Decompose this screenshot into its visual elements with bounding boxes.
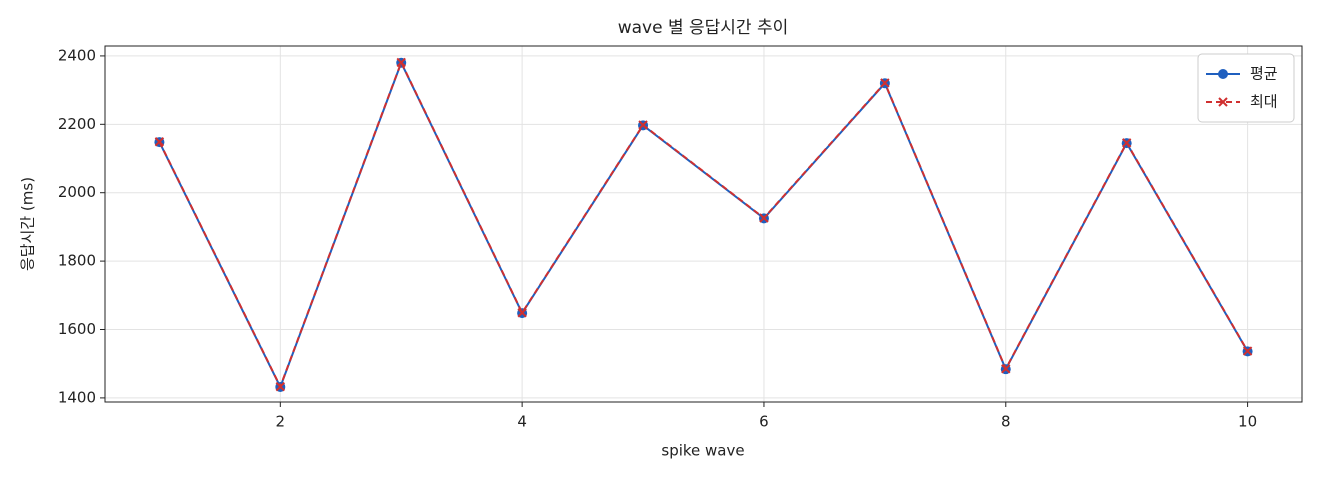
y-axis-label: 응답시간 (ms): [19, 177, 37, 271]
legend-marker: [1218, 69, 1228, 79]
point: [880, 78, 890, 88]
point: [396, 57, 406, 68]
point: [1001, 364, 1011, 374]
y-tick-label: 1600: [58, 320, 96, 338]
x-axis-label: spike wave: [661, 442, 744, 460]
legend-label: 최대: [1250, 93, 1278, 111]
x-tick-label: 6: [759, 413, 769, 431]
series-line: [158, 59, 1249, 390]
y-tick-label: 1800: [58, 252, 96, 270]
point: [759, 213, 769, 223]
legend-marker: [1218, 97, 1228, 107]
point: [1242, 346, 1253, 356]
point: [275, 381, 286, 392]
point: [517, 308, 527, 318]
x-tick-label: 4: [517, 413, 527, 431]
y-tick-label: 2400: [58, 46, 96, 64]
x-tick-label: 8: [1001, 413, 1011, 431]
y-tick-label: 1400: [58, 388, 96, 406]
legend-label: 평균: [1250, 65, 1278, 83]
y-tick-label: 2000: [58, 183, 96, 201]
point: [638, 120, 648, 130]
legend-box: [1197, 53, 1295, 123]
point: [154, 137, 165, 147]
series-line: [158, 60, 1249, 390]
plot-frame: [104, 45, 1303, 403]
x-tick-label: 2: [276, 413, 286, 431]
y-tick-label: 2200: [58, 115, 96, 133]
x-tick-label: 10: [1238, 413, 1257, 431]
chart-title: wave 별 응답시간 추이: [618, 18, 789, 38]
point: [1121, 138, 1132, 148]
